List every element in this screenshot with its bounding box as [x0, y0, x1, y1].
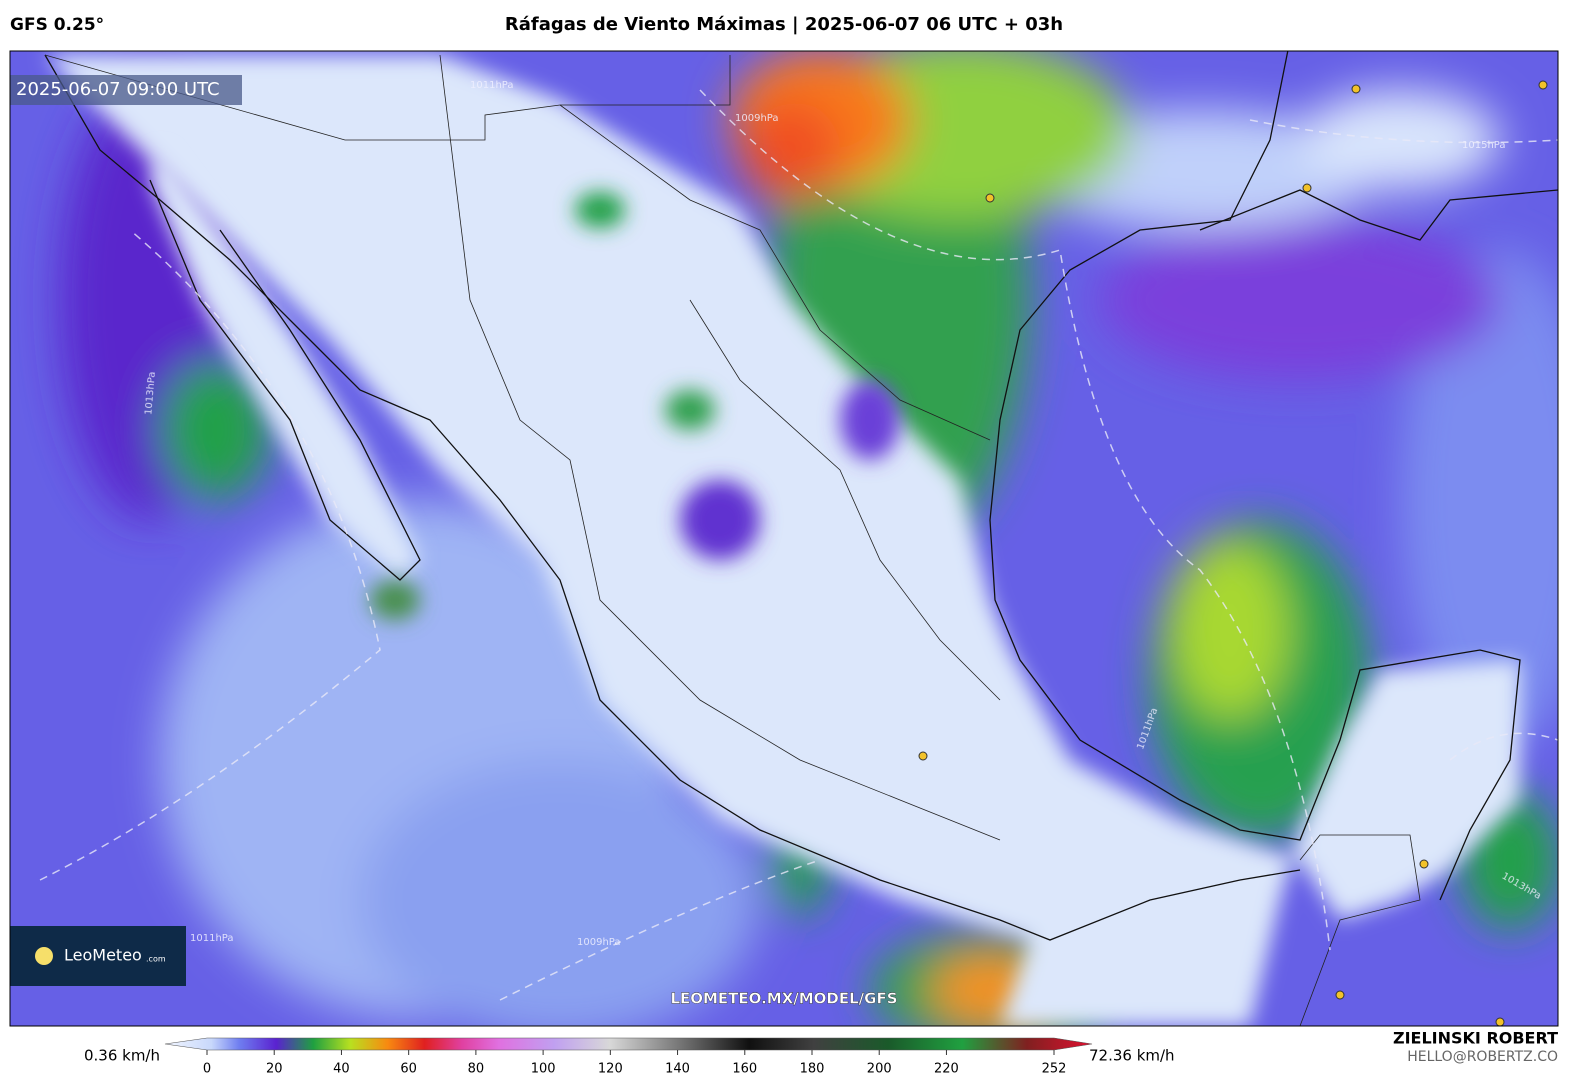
wind-patches — [370, 192, 900, 620]
colorbar — [164, 1037, 1093, 1051]
coastlines — [44, 51, 1558, 941]
valid-time: 2025-06-07 09:00 UTC — [16, 79, 220, 100]
isobar-label: 1009hPa — [735, 113, 779, 124]
colorbar-tick-label: 80 — [468, 1062, 485, 1077]
author: ZIELINSKI ROBERT — [1393, 1029, 1558, 1048]
colorbar-tick-label: 120 — [598, 1062, 623, 1077]
watermark: LEOMETEO.MX/MODEL/GFS — [670, 990, 897, 1008]
map-title: Ráfagas de Viento Máximas | 2025-06-07 0… — [505, 14, 1063, 35]
isobar-label: 1009hPa — [577, 937, 621, 948]
colorbar-tick-label: 180 — [800, 1062, 825, 1077]
borders — [44, 54, 1421, 1026]
land — [45, 55, 1520, 1026]
colorbar-ticks: 0 20 40 60 80 100 120 140 160 180 200 220 252 — [203, 1050, 1067, 1077]
model-label: GFS 0.25° — [10, 15, 104, 35]
logo-suffix: .com — [146, 955, 166, 964]
email: HELLO@ROBERTZ.CO — [1407, 1049, 1558, 1065]
isobar-lines — [39, 89, 1558, 1001]
colorbar-tick-label: 60 — [400, 1062, 417, 1077]
isobar-label: 1011hPa — [190, 933, 234, 944]
colorbar-tick-label: 140 — [665, 1062, 690, 1077]
time-box — [10, 75, 242, 105]
colorbar-max-label: 72.36 km/h — [1089, 1047, 1175, 1065]
logo-name: LeoMeteo — [64, 946, 142, 965]
colorbar-tick-label: 200 — [867, 1062, 892, 1077]
map-frame — [9, 50, 1559, 1027]
isobar-label: 1015hPa — [1462, 140, 1506, 151]
baja-california — [150, 150, 420, 580]
isobar-label: 1011hPa — [470, 80, 514, 91]
colorbar-tick-label: 160 — [732, 1062, 757, 1077]
colorbar-tick-label: 100 — [531, 1062, 556, 1077]
isobar-label: 1013hPa — [143, 371, 158, 415]
map: 1011hPa 1009hPa 1013hPa 1015hPa 1011hPa … — [10, 51, 1558, 1026]
colorbar-tick-label: 40 — [333, 1062, 350, 1077]
logo-sun — [35, 947, 53, 965]
colorbar-tick-label: 220 — [934, 1062, 959, 1077]
colorbar-min-label: 0.36 km/h — [84, 1047, 160, 1065]
cities — [918, 80, 1548, 1026]
colorbar-tick-label: 20 — [266, 1062, 283, 1077]
colorbar-tick-label: 0 — [203, 1062, 211, 1077]
colorbar-tick-label: 252 — [1042, 1062, 1067, 1077]
